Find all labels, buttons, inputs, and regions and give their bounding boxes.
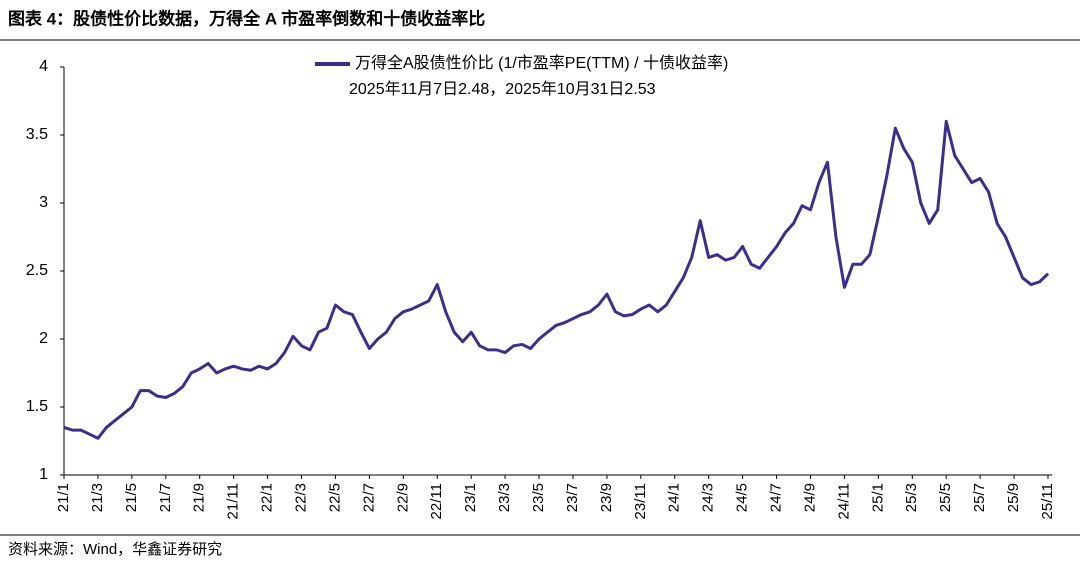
x-tick-label: 23/9 (598, 483, 615, 512)
x-tick-label: 25/7 (971, 483, 988, 512)
y-tick-label: 3.5 (26, 126, 48, 143)
y-tick-label: 2.5 (26, 262, 48, 279)
y-tick-label: 4 (39, 58, 48, 75)
annotation: 2025年11月7日2.48，2025年10月31日2.53 (349, 80, 656, 98)
legend-label: 万得全A股债性价比 (1/市盈率PE(TTM) / 十债收益率) (355, 54, 728, 72)
x-tick-label: 21/7 (157, 483, 174, 512)
x-tick-label: 25/9 (1005, 483, 1022, 512)
chart-title: 图表 4：股债性价比数据，万得全 A 市盈率倒数和十债收益率比 (8, 8, 485, 28)
x-tick-label: 22/1 (259, 483, 276, 512)
x-tick-label: 24/7 (768, 483, 785, 512)
x-tick-label: 22/11 (428, 483, 445, 519)
x-tick-label: 22/9 (394, 483, 411, 512)
x-tick-label: 25/1 (869, 483, 886, 512)
x-tick-label: 25/11 (1039, 483, 1056, 519)
x-tick-label: 24/5 (734, 483, 751, 512)
y-tick-label: 3 (39, 194, 48, 211)
x-tick-label: 24/11 (835, 483, 852, 519)
x-tick-label: 21/11 (225, 483, 242, 519)
x-tick-label: 22/3 (292, 483, 309, 512)
x-tick-label: 22/7 (360, 483, 377, 512)
x-tick-label: 23/3 (496, 483, 513, 512)
x-tick-label: 23/7 (564, 483, 581, 512)
x-tick-label: 23/1 (462, 483, 479, 512)
x-tick-label: 21/3 (89, 483, 106, 512)
x-tick-label: 25/5 (937, 483, 954, 512)
x-tick-label: 21/5 (123, 483, 140, 512)
y-tick-label: 1.5 (26, 398, 48, 415)
y-tick-label: 1 (39, 466, 48, 483)
x-tick-label: 21/9 (191, 483, 208, 512)
x-tick-label: 24/3 (700, 483, 717, 512)
data-line (63, 119, 1050, 440)
x-tick-label: 24/9 (801, 483, 818, 512)
source: 资料来源：Wind，华鑫证券研究 (8, 540, 222, 558)
x-tick-label: 23/5 (530, 483, 547, 512)
x-tick-label: 22/5 (326, 483, 343, 512)
x-tick-label: 21/1 (55, 483, 72, 512)
y-tick-label: 2 (39, 330, 48, 347)
x-tick-label: 24/1 (666, 483, 683, 512)
x-tick-label: 25/3 (903, 483, 920, 512)
x-tick-label: 23/11 (632, 483, 649, 519)
